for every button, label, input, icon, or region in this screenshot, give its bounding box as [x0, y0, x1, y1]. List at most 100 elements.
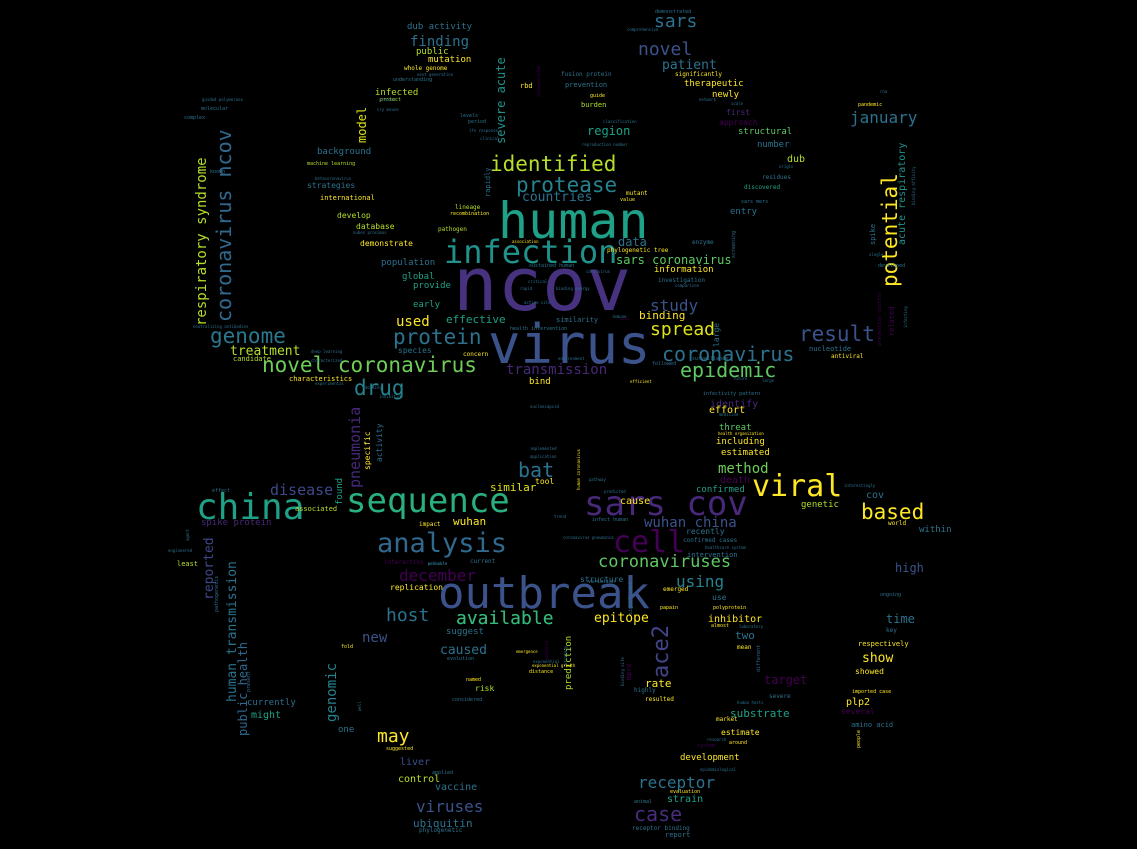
cloud-word: infectivity pattern: [703, 391, 761, 397]
cloud-word: machine learning: [307, 161, 356, 167]
cloud-word: structural: [738, 127, 793, 137]
cloud-word: people: [856, 729, 862, 748]
cloud-word: ifn response: [469, 128, 498, 133]
cloud-word: active site: [524, 300, 551, 305]
cloud-word: mean: [737, 644, 752, 651]
cloud-word: dub: [787, 154, 806, 165]
cloud-word: product: [379, 97, 396, 102]
cloud-word: suggest: [446, 627, 484, 637]
cloud-word: well: [357, 701, 362, 711]
cloud-word: early: [413, 300, 441, 310]
cloud-word: around: [729, 740, 748, 746]
cloud-word: sars: [654, 11, 698, 32]
cloud-word: distance: [529, 669, 554, 675]
cloud-word: spike protein: [201, 518, 272, 528]
cloud-word: development: [680, 753, 740, 763]
cloud-word: time: [886, 612, 915, 626]
cloud-word: finding: [410, 34, 470, 50]
cloud-word: discovered: [744, 184, 781, 191]
cloud-word: health intervention: [510, 326, 568, 332]
cloud-word: demonstrate: [360, 239, 413, 248]
cloud-word: ncov: [620, 316, 630, 321]
cloud-word: ongoing: [880, 592, 902, 598]
cloud-word: pathway: [589, 477, 606, 482]
cloud-word: human: [498, 192, 649, 250]
cloud-word: human coronavirus: [576, 449, 581, 490]
cloud-word: database: [356, 222, 395, 231]
cloud-word: known: [210, 169, 226, 175]
cloud-word: ace2: [649, 625, 674, 678]
cloud-word: least: [177, 560, 199, 568]
cloud-word: mutation: [428, 55, 472, 65]
cloud-word: efficient: [630, 379, 652, 384]
cloud-word: experimental: [315, 381, 344, 386]
cloud-word: species: [398, 346, 432, 355]
cloud-word: market: [716, 716, 738, 723]
cloud-word: sars virus: [586, 269, 611, 274]
cloud-word: develop: [337, 211, 371, 220]
cloud-word: patients: [544, 640, 549, 660]
cloud-word: rapidly: [484, 167, 492, 197]
cloud-word: sustained human: [529, 263, 575, 269]
cloud-word: molecule: [428, 561, 448, 566]
cloud-word: specific: [363, 431, 372, 470]
cloud-word: inhibition: [379, 394, 404, 399]
cloud-word: one: [338, 725, 355, 735]
cloud-word: coronavirus ncov: [212, 129, 236, 322]
cloud-word: significantly: [675, 71, 722, 78]
cloud-word: genomic: [324, 662, 340, 722]
cloud-word: effective: [446, 313, 506, 326]
cloud-word: dub activity: [407, 22, 473, 32]
cloud-word: threat: [719, 423, 752, 433]
cloud-word: papain: [660, 605, 679, 611]
cloud-word: strain: [667, 794, 704, 805]
cloud-word: may: [377, 726, 410, 747]
cloud-word: exponential: [533, 659, 560, 664]
cloud-word: rbd: [520, 82, 533, 90]
cloud-word: outbreak: [438, 568, 650, 619]
cloud-word: currently: [247, 698, 296, 708]
cloud-word: associated: [295, 505, 338, 513]
cloud-word: ubiquitin: [413, 817, 473, 830]
cloud-word: interaction: [384, 559, 424, 566]
cloud-word: approach: [719, 118, 758, 127]
cloud-word: wuhan: [453, 515, 487, 528]
cloud-word: therapeutic: [684, 79, 744, 89]
cloud-word: virus: [488, 313, 651, 376]
cloud-word: showed: [855, 667, 884, 676]
cloud-word: animal: [634, 799, 653, 805]
cloud-word: transmission: [506, 362, 608, 378]
cloud-word: different: [756, 644, 762, 672]
cloud-word: considered: [452, 697, 483, 703]
cloud-word: infection: [444, 233, 618, 271]
cloud-word: healthcare system: [705, 545, 746, 550]
cloud-word: international: [320, 194, 375, 202]
cloud-word: residues: [762, 174, 791, 181]
cloud-word: january: [850, 108, 918, 127]
cloud-word: report: [665, 831, 691, 839]
cloud-word: resulted: [645, 696, 674, 703]
cloud-word: used: [396, 314, 430, 330]
cloud-word: control: [398, 774, 441, 785]
cloud-word: prevention: [565, 81, 608, 89]
cloud-word: phylogenetic tree: [607, 247, 669, 254]
cloud-word: rapid: [520, 286, 533, 291]
cloud-word: death: [720, 475, 751, 486]
cloud-word: classification: [603, 119, 637, 124]
cloud-word: predicted: [604, 489, 626, 494]
cloud-word: implemented: [530, 446, 557, 451]
cloud-word: comprehensive: [627, 27, 659, 32]
cloud-word: coronavirus pneumonia: [563, 535, 614, 540]
cloud-word: infect human: [592, 517, 629, 523]
cloud-word: large: [712, 322, 721, 347]
cloud-word: inhibitor: [708, 614, 763, 625]
cloud-word: pathogenesis: [214, 575, 220, 612]
cloud-word: respiratory syndrome: [194, 157, 210, 326]
cloud-word: emerged: [663, 586, 689, 593]
cloud-word: nucleocapsid: [530, 404, 559, 409]
cloud-word: reproduction number: [582, 142, 628, 147]
cloud-word: global: [402, 272, 435, 282]
cloud-word: candidate: [233, 355, 271, 363]
cloud-word: molecular: [201, 106, 229, 112]
